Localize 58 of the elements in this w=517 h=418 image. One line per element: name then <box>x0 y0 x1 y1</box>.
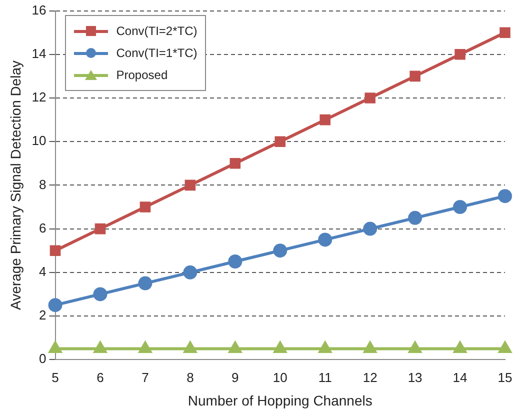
point <box>320 114 330 126</box>
point <box>453 200 468 214</box>
point <box>364 342 376 353</box>
point <box>318 342 332 353</box>
x-tick-label: 8 <box>186 370 194 385</box>
point <box>274 342 286 353</box>
point <box>228 254 242 268</box>
legend-label: Proposed <box>116 68 168 82</box>
x-tick-label: 15 <box>498 370 512 385</box>
point <box>500 27 510 38</box>
x-tick-label: 5 <box>52 370 59 385</box>
x-tick-label: 10 <box>272 370 288 385</box>
point <box>48 298 62 312</box>
y-tick-label: 2 <box>39 308 46 323</box>
point <box>138 342 152 353</box>
point <box>410 70 420 82</box>
point <box>230 158 241 169</box>
x-tick-label: 12 <box>362 370 378 385</box>
point <box>274 136 286 147</box>
point <box>318 232 332 247</box>
point <box>138 276 152 290</box>
point <box>273 244 288 258</box>
legend-label: Conv(TI=2*TC) <box>116 24 198 38</box>
point <box>363 222 378 236</box>
point <box>364 92 376 104</box>
y-tick-label: 16 <box>32 2 46 18</box>
point <box>140 202 151 212</box>
point <box>48 342 62 353</box>
point <box>184 180 196 191</box>
x-tick-label: 14 <box>452 370 468 385</box>
point <box>498 189 512 204</box>
y-tick-label: 0 <box>39 351 46 366</box>
point <box>94 223 106 234</box>
point <box>408 342 422 353</box>
x-tick-label: 7 <box>142 370 149 385</box>
y-tick-label: 14 <box>32 46 46 61</box>
point <box>454 342 466 353</box>
x-tick-label: 13 <box>408 370 422 385</box>
y-tick-label: 4 <box>39 264 46 279</box>
y-axis-title: Average Primary Signal Detection Delay <box>7 60 24 310</box>
y-tick-label: 12 <box>32 90 46 105</box>
point <box>50 245 61 256</box>
legend-label: Conv(TI=1*TC) <box>116 46 198 60</box>
point <box>454 49 466 60</box>
x-tick-label: 11 <box>318 370 332 385</box>
x-tick-label: 6 <box>96 370 104 385</box>
point <box>498 342 512 353</box>
point <box>93 287 108 302</box>
point <box>408 210 422 225</box>
x-axis-title: Number of Hopping Channels <box>188 392 372 408</box>
y-tick-label: 8 <box>39 176 46 192</box>
point <box>228 342 242 353</box>
point <box>183 265 198 280</box>
point <box>94 342 106 353</box>
y-tick-label: 10 <box>32 133 46 148</box>
point <box>184 342 196 353</box>
x-tick-label: 9 <box>232 370 239 385</box>
y-tick-label: 6 <box>39 220 46 236</box>
